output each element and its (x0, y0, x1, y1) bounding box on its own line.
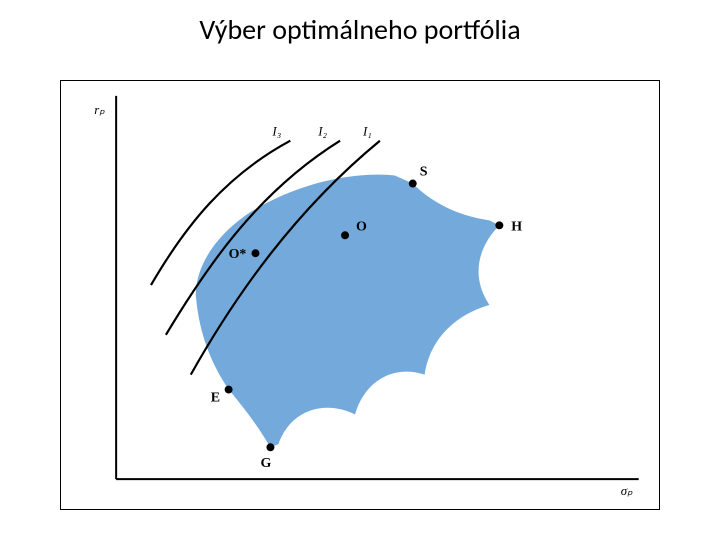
portfolio-diagram: I₃ I₂ I₁ rₚ σₚ S H O E G O* (61, 81, 659, 509)
page-title: Výber optimálneho portfólia (0, 12, 720, 47)
curve-label-I3: I₃ (271, 124, 281, 139)
point-O (341, 231, 349, 239)
y-axis-label: rₚ (94, 102, 105, 117)
curve-label-I1: I₁ (362, 124, 372, 139)
point-H (495, 221, 503, 229)
feasible-region (196, 175, 500, 448)
curve-label-I2: I₂ (317, 124, 327, 139)
point-label-S: S (420, 165, 428, 180)
point-E (225, 386, 233, 394)
point-G (266, 443, 274, 451)
x-axis-label: σₚ (621, 483, 633, 498)
point-S (409, 180, 417, 188)
figure-frame: I₃ I₂ I₁ rₚ σₚ S H O E G O* (60, 80, 660, 510)
point-label-O: O (356, 219, 367, 234)
point-label-E: E (211, 391, 220, 406)
page: Výber optimálneho portfólia I₃ I₂ I₁ rₚ σₚ S H… (0, 0, 720, 540)
point-Ostar (252, 249, 260, 257)
point-label-H: H (511, 219, 522, 234)
point-label-G: G (260, 456, 271, 471)
point-label-Ostar: O* (229, 247, 247, 262)
